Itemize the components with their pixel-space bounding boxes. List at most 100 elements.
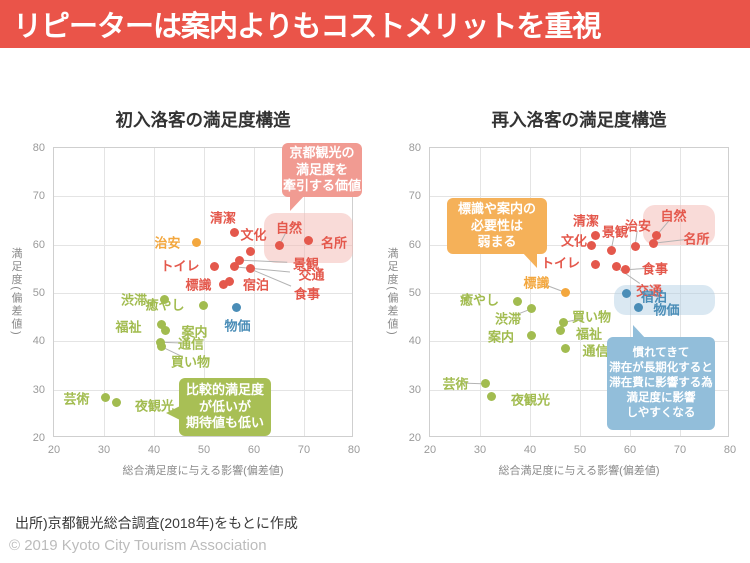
gridline	[154, 148, 155, 436]
left-x-axis-label: 総合満足度に与える影響(偏差値)	[122, 465, 284, 477]
data-point-label: 買い物	[170, 354, 211, 370]
data-point	[230, 262, 239, 272]
data-point	[245, 264, 255, 274]
data-point	[161, 326, 170, 336]
data-point	[481, 379, 490, 389]
gridline	[430, 244, 728, 246]
data-point-label: 文化	[240, 227, 267, 243]
y-tick-label: 40	[408, 335, 421, 348]
leader-lines	[159, 231, 292, 358]
y-tick-label: 60	[32, 238, 45, 251]
data-point	[620, 265, 630, 275]
data-point-label: 名所	[320, 235, 348, 251]
data-point-label: 夜観光	[510, 392, 551, 408]
callout-bubble: 慣れてきて 滞在が長期化すると 滞在費に影響する為 満足度に影響 しやすくなる	[607, 325, 715, 430]
data-point-label: 買い物	[571, 309, 612, 325]
gridline	[104, 148, 105, 436]
data-point-label: 景観	[601, 224, 629, 240]
x-tick-label: 30	[97, 444, 111, 456]
data-point-label: 通信	[177, 336, 205, 352]
callout-bubble: 京都観光の 満足度を 牽引する価値	[282, 143, 362, 211]
data-point-label: 宿泊	[242, 277, 270, 293]
gridline	[480, 148, 481, 436]
data-point	[229, 228, 239, 238]
callout-tail	[522, 252, 537, 268]
right-chart-title: 再入洛客の満足度構造	[491, 110, 667, 130]
data-point	[649, 238, 658, 248]
x-tick-label: 50	[197, 444, 211, 456]
data-point-label: 食事	[293, 286, 321, 302]
data-point-label: トイレ	[160, 258, 200, 274]
data-point	[157, 320, 166, 330]
right-chart-plot: 満足度(偏差値) 総合満足度に与える影響(偏差値) 20 30 40 50 60 70 80…	[386, 142, 736, 477]
data-point-label: 案内	[487, 329, 515, 345]
data-point-label: 福祉	[115, 319, 142, 335]
gridline	[204, 148, 205, 436]
data-point-label: 癒やし	[459, 292, 500, 308]
data-point-label: 芸術	[442, 376, 469, 392]
leader-line	[234, 266, 290, 273]
leader-line	[249, 268, 292, 287]
left-y-axis-label: 満足度(偏差値)	[10, 247, 22, 337]
y-tick-label: 20	[32, 432, 45, 444]
data-point	[112, 397, 121, 407]
y-tick-label: 50	[408, 287, 421, 299]
x-tick-label: 40	[147, 444, 161, 456]
data-point-label: 芸術	[63, 391, 90, 407]
data-point	[561, 288, 570, 298]
gridline	[630, 148, 631, 436]
data-point-label: 自然	[275, 220, 303, 236]
data-point	[513, 297, 522, 307]
data-point-label: 物価	[653, 302, 680, 318]
y-tick-label: 80	[408, 142, 421, 154]
right-y-axis-label: 満足度(偏差値)	[386, 247, 398, 337]
data-point	[559, 317, 568, 327]
data-point	[561, 344, 570, 354]
callout-tail	[166, 406, 180, 420]
callout-bubble: 標識や案内の 必要性は 弱まる	[447, 198, 547, 268]
data-point-label: 治安	[154, 235, 181, 251]
data-point-label: トイレ	[540, 255, 581, 271]
data-point-label: 自然	[660, 208, 687, 224]
x-tick-label: 40	[523, 444, 537, 456]
x-tick-label: 30	[473, 444, 487, 456]
gridline	[254, 148, 255, 436]
data-point	[611, 262, 621, 272]
data-point	[630, 242, 640, 252]
data-point	[192, 238, 201, 248]
data-point	[303, 236, 313, 246]
data-point	[634, 302, 643, 312]
data-point-label: 夜観光	[134, 398, 175, 414]
data-point-label: 標識	[185, 277, 212, 293]
headline-banner: リピーターは案内よりもコストメリットを重視	[0, 0, 750, 48]
x-tick-label: 20	[47, 444, 61, 456]
y-tick-label: 30	[32, 383, 45, 396]
data-point-label: 案内	[181, 324, 208, 340]
data-point	[487, 392, 496, 402]
data-point-label: 標識	[523, 275, 550, 291]
gridline	[54, 196, 352, 198]
data-point	[591, 259, 600, 269]
leader-line	[615, 266, 641, 284]
data-point	[234, 255, 244, 265]
right-x-axis-label: 総合満足度に与える影響(偏差値)	[498, 465, 660, 477]
x-tick-label: 60	[247, 444, 261, 456]
y-tick-label: 20	[408, 432, 421, 444]
data-point	[101, 393, 110, 403]
data-point-label: 交通	[298, 267, 325, 283]
y-tick-label: 40	[32, 335, 45, 348]
copyright-footer: © 2019 Kyoto City Tourism Association	[9, 537, 267, 554]
data-point-label: 清潔	[572, 213, 600, 229]
callout-tail	[290, 195, 305, 211]
highlight-box	[614, 285, 715, 316]
data-point-label: 文化	[560, 233, 588, 249]
gridline	[304, 148, 305, 436]
data-point-label: 通信	[582, 343, 609, 359]
y-tick-label: 60	[408, 238, 421, 251]
data-point-label: 宿泊	[640, 289, 668, 305]
callout-tail	[633, 325, 646, 339]
data-point	[232, 303, 241, 312]
x-tick-label: 80	[723, 444, 737, 456]
gridline	[430, 341, 728, 343]
gridline	[430, 196, 728, 198]
